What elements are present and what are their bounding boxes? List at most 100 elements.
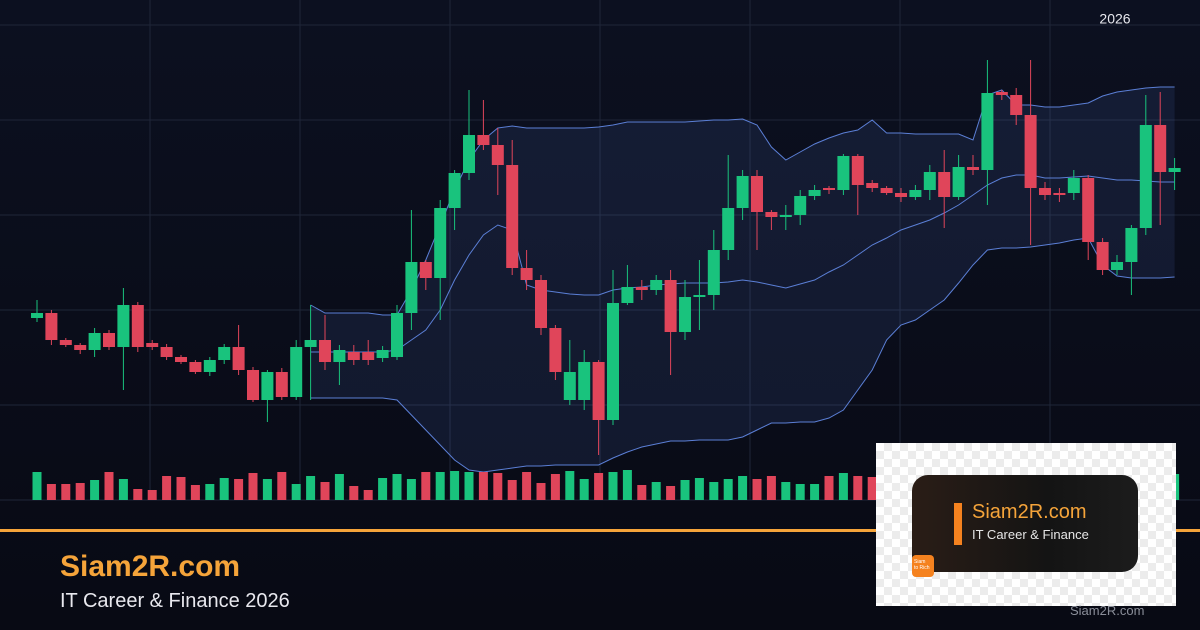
candle-body: [981, 93, 994, 170]
volume-bar: [536, 483, 546, 500]
candle-body: [650, 280, 663, 290]
watermark: Siam2R.com: [1070, 603, 1145, 618]
volume-bar: [234, 479, 244, 500]
volume-bar: [46, 484, 56, 500]
volume-bar: [594, 473, 604, 500]
candle-body: [1139, 125, 1152, 228]
candle-body: [967, 167, 979, 170]
volume-bar: [694, 478, 704, 500]
candle-body: [823, 188, 835, 190]
volume-bar: [522, 472, 532, 500]
band-line: [310, 237, 1175, 473]
candle-body: [808, 190, 821, 196]
volume-bar: [752, 479, 762, 500]
candle-body: [59, 340, 72, 345]
candle-body: [103, 333, 115, 347]
candle-body: [88, 333, 101, 350]
candle-body: [333, 350, 346, 362]
candle-body: [203, 360, 216, 372]
candle-body: [463, 135, 475, 173]
volume-bar: [838, 473, 848, 500]
volume-bar: [32, 472, 42, 500]
candle-body: [751, 176, 763, 212]
volume-bar: [651, 482, 661, 500]
candle-body: [664, 280, 677, 332]
volume-bar: [190, 485, 200, 500]
candle-body: [491, 145, 504, 165]
volume-bar: [75, 483, 85, 500]
candle-body: [851, 156, 864, 185]
candle-body: [1125, 228, 1138, 262]
candle-body: [232, 347, 245, 370]
volume-bar: [608, 472, 618, 500]
volume-bar: [61, 484, 71, 500]
candle-body: [189, 362, 202, 372]
logo-badge: Siam to Rich: [912, 555, 934, 577]
candle-body: [578, 362, 591, 400]
candle-body: [736, 176, 749, 208]
candle-body: [707, 250, 720, 295]
volume-bar: [723, 479, 733, 500]
volume-bar: [867, 477, 877, 500]
volume-bar: [219, 478, 229, 500]
logo-title: Siam2R.com: [972, 501, 1087, 523]
candle-body: [304, 340, 317, 347]
candle-body: [290, 347, 303, 397]
candle-body: [895, 193, 907, 197]
candle-body: [319, 340, 331, 362]
candle-body: [1111, 262, 1123, 270]
volume-bar: [550, 474, 560, 500]
candle-body: [909, 190, 922, 197]
volume-bar: [306, 476, 316, 500]
candle-body: [506, 165, 519, 268]
volume-bar: [277, 472, 287, 500]
volume-bar: [565, 471, 575, 500]
candle-body: [866, 183, 879, 188]
candle-body: [1067, 178, 1080, 193]
volume-bar: [435, 472, 445, 500]
candle-body: [131, 305, 144, 347]
candle-body: [362, 352, 375, 360]
logo-card: Siam2R.com IT Career & Finance Siam to Ri…: [912, 475, 1138, 577]
volume-bar: [147, 490, 157, 500]
candle-body: [247, 370, 259, 400]
logo-subtitle: IT Career & Finance: [972, 527, 1089, 542]
candle-body: [74, 345, 87, 350]
candle-body: [1154, 125, 1167, 172]
candle-body: [261, 372, 274, 400]
volume-bar: [291, 484, 301, 500]
volume-bar: [507, 480, 517, 500]
volume-bar: [579, 479, 589, 500]
badge-line: Siam: [914, 559, 926, 565]
candle-body: [1082, 178, 1095, 242]
volume-bar: [104, 472, 114, 500]
volume-bar: [392, 474, 402, 500]
volume-bar: [493, 473, 503, 500]
candle-body: [117, 305, 130, 347]
candle-body: [995, 92, 1008, 95]
volume-bar: [406, 479, 416, 500]
candle-body: [434, 208, 447, 278]
candle-body: [679, 297, 691, 332]
candle-body: [419, 262, 432, 278]
candle-body: [218, 347, 231, 360]
brand-title: Siam2R.com: [60, 550, 241, 583]
candle-body: [563, 372, 576, 400]
volume-bar: [363, 490, 373, 500]
volume-bar: [781, 482, 791, 500]
candle-body: [621, 287, 634, 303]
candle-body: [635, 287, 648, 290]
volume-bar: [853, 476, 863, 500]
candle-body: [45, 313, 58, 340]
candle-body: [1096, 242, 1109, 270]
volume-bar: [118, 479, 128, 500]
candle-body: [376, 350, 389, 358]
volume-bar: [421, 472, 431, 500]
brand-subtitle: IT Career & Finance 2026: [60, 590, 290, 612]
volume-bar: [320, 482, 330, 500]
volume-bar: [709, 482, 719, 500]
candle-body: [520, 268, 533, 280]
volume-bar: [795, 484, 805, 500]
